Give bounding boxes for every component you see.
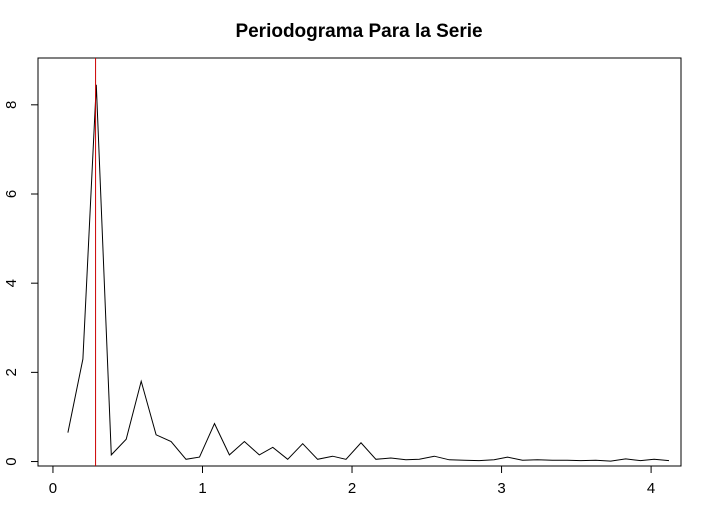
y-axis: 0 2 4 6 8 xyxy=(3,101,38,466)
x-tick-label: 3 xyxy=(497,480,505,497)
y-tick-label: 6 xyxy=(3,190,20,198)
y-tick-label: 4 xyxy=(3,279,20,287)
x-tick-label: 1 xyxy=(198,480,206,497)
plot-area xyxy=(67,58,670,466)
x-axis: 0 1 2 3 4 xyxy=(49,466,655,497)
y-tick-label: 2 xyxy=(3,368,20,376)
chart-title: Periodograma Para la Serie xyxy=(235,21,482,42)
x-tick-label: 4 xyxy=(647,480,655,497)
x-tick-label: 2 xyxy=(348,480,356,497)
y-tick-label: 8 xyxy=(3,101,20,109)
series-line xyxy=(67,84,670,462)
y-tick-label: 0 xyxy=(3,457,20,465)
x-tick-label: 0 xyxy=(49,480,57,497)
plot-frame xyxy=(37,57,682,467)
